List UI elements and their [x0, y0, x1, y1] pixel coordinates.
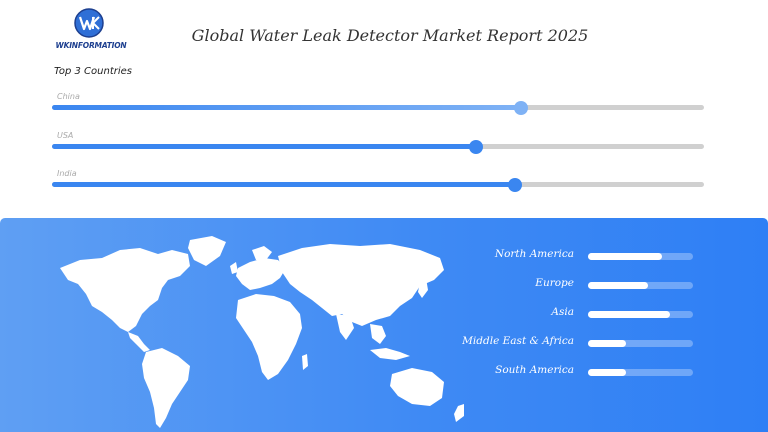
region-row: Asia [440, 306, 700, 322]
region-label: South America [495, 364, 574, 376]
region-track [588, 340, 693, 347]
country-label: China [57, 92, 80, 101]
region-track [588, 369, 693, 376]
country-slider: USA [52, 131, 704, 154]
region-track [588, 311, 693, 318]
region-row: South America [440, 364, 700, 380]
country-slider: China [52, 92, 704, 115]
country-slider: India [52, 169, 704, 192]
regions-panel: North America Europe Asia Middle East & Afr… [0, 218, 768, 432]
logo-icon [74, 8, 104, 38]
country-label: India [57, 169, 77, 178]
country-label: USA [57, 131, 74, 140]
country-bar [52, 144, 476, 149]
region-row: Middle East & Africa [440, 335, 700, 351]
region-label: Asia [551, 306, 574, 318]
region-bar [588, 340, 626, 347]
logo-text: WKINFORMATION [55, 41, 127, 50]
region-label: Europe [535, 277, 574, 289]
logo: WKINFORMATION [52, 8, 130, 54]
region-track [588, 282, 693, 289]
region-row: North America [440, 248, 700, 264]
country-thumb [514, 100, 529, 115]
country-bar [52, 105, 522, 110]
country-track [52, 139, 704, 154]
region-bar [588, 311, 670, 318]
region-track [588, 253, 693, 260]
region-row: Europe [440, 277, 700, 293]
country-thumb [507, 177, 522, 192]
region-label: North America [494, 248, 574, 260]
region-bar [588, 253, 662, 260]
world-map-icon [60, 236, 464, 428]
region-bar [588, 282, 648, 289]
region-bar [588, 369, 626, 376]
region-label: Middle East & Africa [462, 335, 574, 347]
country-bar [52, 182, 515, 187]
country-thumb [468, 139, 483, 154]
page-title: Global Water Leak Detector Market Report… [191, 26, 589, 45]
countries-title: Top 3 Countries [54, 66, 133, 77]
country-track [52, 100, 704, 115]
country-track [52, 177, 704, 192]
